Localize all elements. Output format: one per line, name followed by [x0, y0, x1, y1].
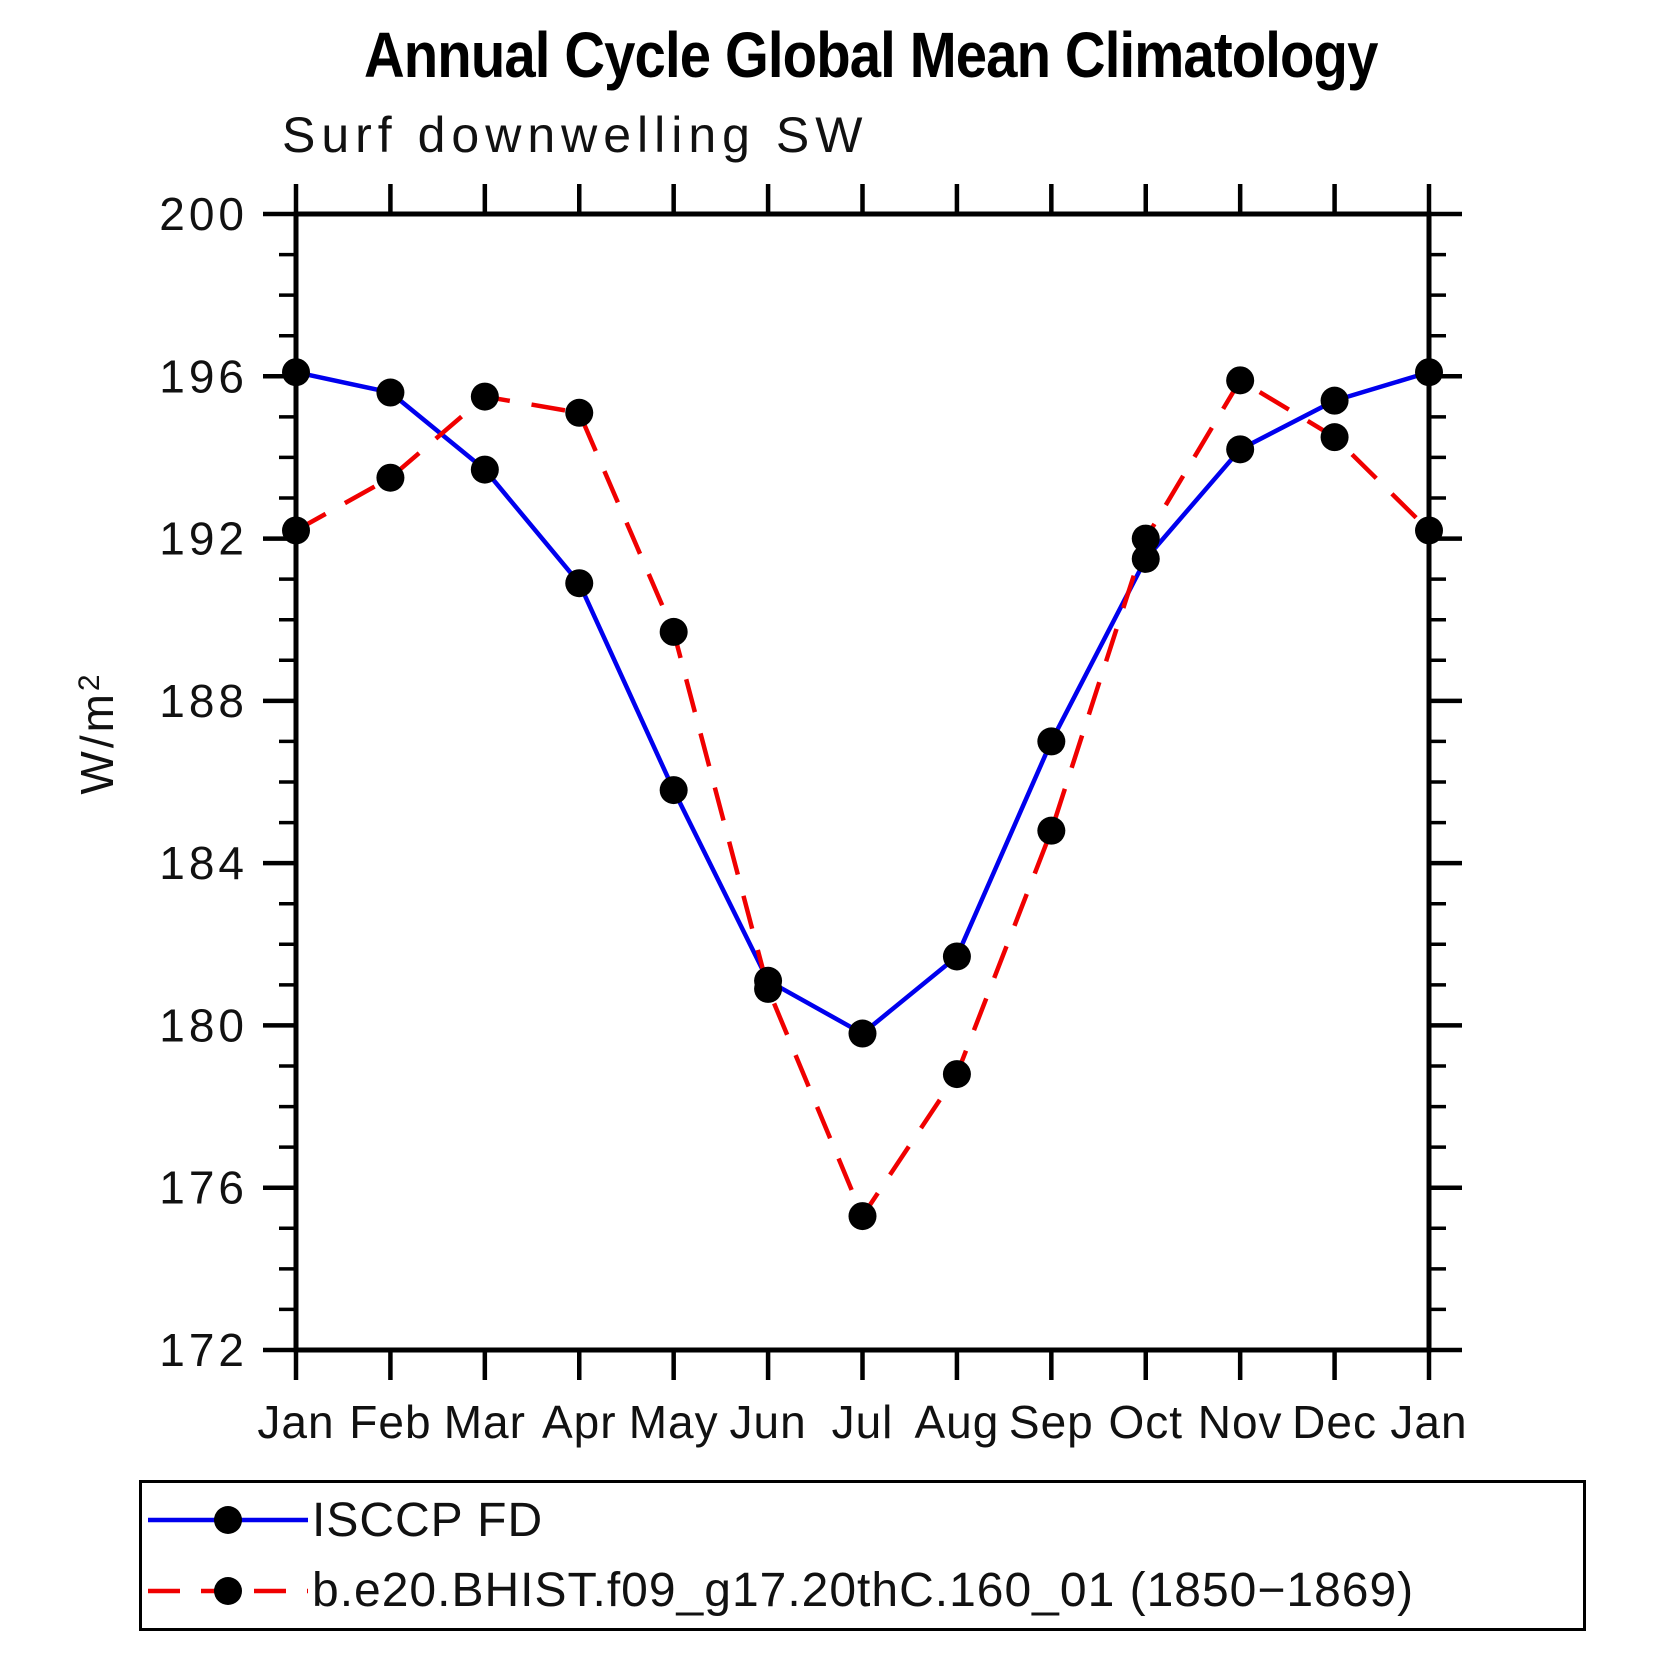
plot-frame	[293, 211, 1432, 1353]
x-tick-label: Jul	[832, 1396, 894, 1448]
data-point-s1-0	[282, 516, 310, 545]
data-point-s1-6	[848, 1202, 877, 1231]
data-point-s0-6	[848, 1019, 877, 1048]
x-tick-label: Sep	[1009, 1396, 1094, 1448]
legend-sample-marker-1	[214, 1506, 242, 1535]
x-tick-label: Jan	[257, 1396, 334, 1448]
legend-item-isccp: ISCCP FD	[142, 1485, 1583, 1556]
y-tick-label: 196	[159, 350, 248, 402]
chart-subtitle: Surf downwelling SW	[282, 107, 869, 163]
series-line-1	[294, 378, 1431, 1219]
x-tick-label: Jun	[729, 1396, 806, 1448]
data-point-s0-8	[1037, 727, 1066, 756]
legend-sample-marker-2	[214, 1576, 242, 1605]
y-tick-label: 184	[159, 837, 248, 889]
data-point-s0-0	[282, 358, 310, 387]
data-point-s0-4	[659, 776, 688, 805]
data-point-s0-11	[1320, 386, 1349, 415]
x-tick-label: Feb	[349, 1396, 431, 1448]
legend: ISCCP FD b.e20.BHIST.f09_g17.20thC.160_0…	[139, 1480, 1586, 1631]
x-tick-label: May	[629, 1396, 719, 1448]
legend-label-model: b.e20.BHIST.f09_g17.20thC.160_01 (1850−1…	[312, 1564, 1415, 1618]
data-point-s1-4	[659, 617, 688, 646]
x-tick-label: Aug	[914, 1396, 999, 1448]
data-point-s0-12	[1415, 358, 1443, 387]
legend-label-isccp: ISCCP FD	[312, 1493, 544, 1547]
data-point-s0-1	[376, 378, 405, 407]
data-point-s0-9	[1131, 544, 1160, 573]
y-tick-label: 180	[159, 999, 248, 1051]
data-point-s1-5	[754, 974, 783, 1003]
series-line-0	[295, 370, 1430, 1036]
data-point-s1-9	[1131, 524, 1160, 553]
x-tick-label: Dec	[1292, 1396, 1377, 1448]
data-point-s1-7	[942, 1060, 971, 1089]
y-tick-label: 176	[159, 1162, 248, 1214]
data-point-s0-2	[470, 455, 499, 484]
x-tick-label: Mar	[444, 1396, 526, 1448]
data-point-s1-12	[1415, 516, 1443, 545]
data-point-s1-3	[565, 398, 594, 427]
legend-line-solid-icon	[148, 1506, 308, 1535]
legend-item-model: b.e20.BHIST.f09_g17.20thC.160_01 (1850−1…	[142, 1556, 1583, 1627]
data-point-s1-8	[1037, 816, 1066, 845]
data-point-s1-11	[1320, 423, 1349, 452]
x-tick-label: Jan	[1390, 1396, 1467, 1448]
x-tick-label: Oct	[1108, 1396, 1183, 1448]
data-point-s0-7	[942, 942, 971, 971]
y-tick-label: 200	[159, 188, 248, 240]
chart-title: Annual Cycle Global Mean Climatology	[363, 19, 1378, 91]
y-tick-label: 188	[159, 675, 248, 727]
data-point-s0-3	[565, 569, 594, 598]
y-tick-label: 192	[159, 513, 248, 565]
data-point-s1-1	[376, 463, 405, 492]
x-tick-label: Apr	[542, 1396, 617, 1448]
data-point-s1-2	[470, 382, 499, 411]
x-tick-label: Nov	[1198, 1396, 1283, 1448]
data-point-s0-10	[1226, 435, 1255, 464]
legend-line-dashed-icon	[148, 1576, 308, 1605]
y-tick-label: 172	[159, 1324, 248, 1376]
data-point-s1-10	[1226, 366, 1255, 395]
